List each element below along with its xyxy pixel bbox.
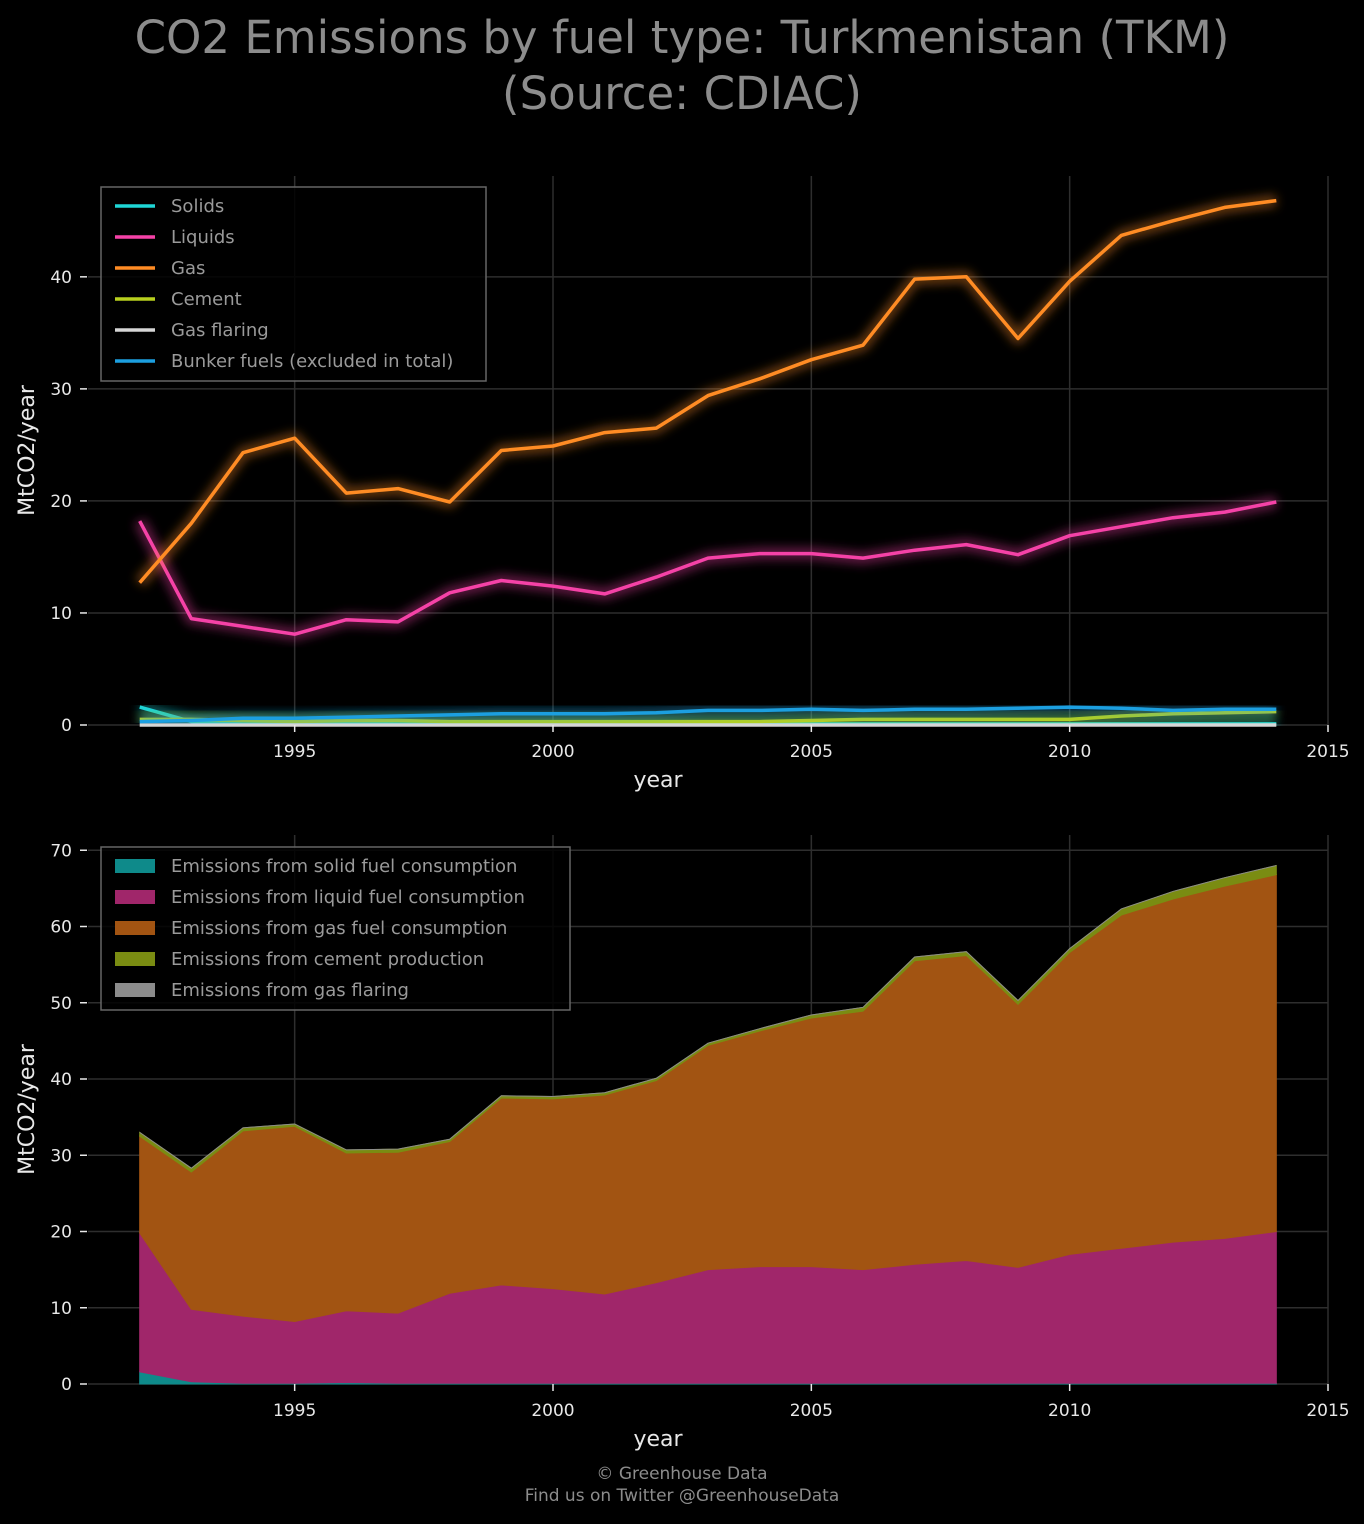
footer-twitter: Find us on Twitter @GreenhouseData [524,1486,840,1506]
y-tick-label: 30 [50,380,72,400]
legend-label-emissions-from-liquid-fuel-consumption: Emissions from liquid fuel consumption [171,887,525,908]
bottom-area-chart: 1995 2000 2005 2010 2015 0 10 20 30 40 50 60 70 year M… [15,835,1350,1452]
chart-title-line2: (Source: CDIAC) [502,67,862,120]
y-axis-title: MtCO2/year [15,1043,40,1175]
legend-label-emissions-from-solid-fuel-consumption: Emissions from solid fuel consumption [171,856,517,877]
series-line-bunker-fuels-excluded-in-total [139,705,1277,724]
top-line-chart: 1995 2000 2005 2010 2015 0 10 20 30 40 year MtCO2/y… [15,176,1350,793]
x-axis-title: year [633,768,683,793]
y-tick-label: 40 [50,1070,72,1090]
x-tick-label: 2005 [790,1401,833,1421]
y-tick-label: 0 [61,716,72,736]
y-tick-label: 60 [50,918,72,938]
x-tick-label: 1995 [273,742,316,762]
series-glow-liquids [134,496,1278,641]
series-line-gas [138,198,1277,584]
y-tick-label: 20 [50,492,72,512]
y-tick-label: 40 [50,268,72,288]
legend-label-gas-flaring: Gas flaring [171,320,269,341]
x-tick-label: 2000 [531,1401,574,1421]
chart-title-line1: CO2 Emissions by fuel type: Turkmenistan… [134,11,1230,64]
legend-label-gas: Gas [171,258,205,279]
legend-label-liquids: Liquids [171,227,235,248]
y-tick-label: 0 [61,1375,72,1395]
x-tick-label: 2010 [1048,1401,1091,1421]
x-tick-label: 2000 [531,742,574,762]
y-tick-label: 10 [50,604,72,624]
area-emissions-from-gas-flaring [139,865,1277,1169]
footer-copyright: © Greenhouse Data [596,1464,768,1484]
x-axis-title: year [633,1427,683,1452]
legend-swatch-emissions-from-liquid-fuel-consumption [115,890,155,904]
y-tick-label: 70 [50,841,72,861]
legend-label-solids: Solids [171,196,224,217]
legend-label-bunker-fuels-excluded-in-total: Bunker fuels (excluded in total) [171,351,453,372]
x-tick-label: 2015 [1306,1401,1349,1421]
legend-box [100,186,487,382]
y-axis-title: MtCO2/year [15,384,40,516]
y-tick-label: 50 [50,994,72,1014]
legend-label-emissions-from-cement-production: Emissions from cement production [171,949,484,970]
legend-swatch-emissions-from-gas-fuel-consumption [115,921,155,935]
x-tick-label: 1995 [273,1401,316,1421]
y-tick-label: 30 [50,1146,72,1166]
legend-label-emissions-from-gas-flaring: Emissions from gas flaring [171,980,409,1001]
legend-swatch-emissions-from-solid-fuel-consumption [115,859,155,873]
y-tick-label: 10 [50,1299,72,1319]
series-line-liquids [138,500,1277,636]
legend-swatch-emissions-from-cement-production [115,952,155,966]
legend-label-emissions-from-gas-fuel-consumption: Emissions from gas fuel consumption [171,918,507,939]
x-tick-label: 2010 [1048,742,1091,762]
chart-title: CO2 Emissions by fuel type: Turkmenistan… [0,10,1364,122]
y-tick-label: 20 [50,1223,72,1243]
footer: © Greenhouse Data Find us on Twitter @Gr… [0,1463,1364,1507]
legend-swatch-emissions-from-gas-flaring [115,983,155,997]
x-tick-label: 2005 [790,742,833,762]
legend-label-cement: Cement [171,289,242,310]
x-tick-label: 2015 [1306,742,1349,762]
legend-box [100,846,571,1011]
